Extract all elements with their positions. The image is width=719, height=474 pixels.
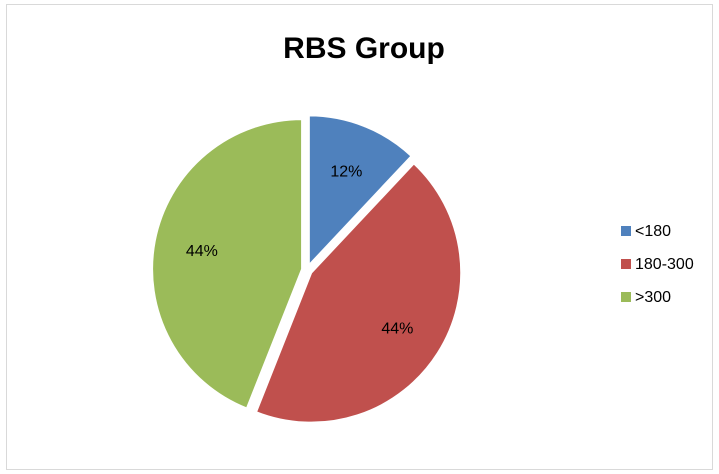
data-label-2: 44% — [381, 320, 413, 337]
pie-slice-1 — [307, 114, 413, 268]
legend-label-1: <180 — [635, 223, 671, 240]
pie-slice-2 — [254, 161, 463, 424]
legend-label-3: >300 — [635, 289, 671, 306]
data-labels: 12% 44% 44% — [186, 164, 413, 338]
data-label-1: 12% — [330, 164, 362, 181]
chart-title: RBS Group — [283, 32, 445, 65]
legend-swatch-3 — [621, 292, 631, 302]
legend-swatch-2 — [621, 259, 631, 269]
pie-slice-3 — [151, 118, 304, 410]
legend-label-2: 180-300 — [635, 256, 694, 273]
legend: <180 180-300 >300 — [621, 223, 694, 306]
pie-slices — [151, 114, 463, 424]
data-label-3: 44% — [186, 243, 218, 260]
legend-swatch-1 — [621, 226, 631, 236]
